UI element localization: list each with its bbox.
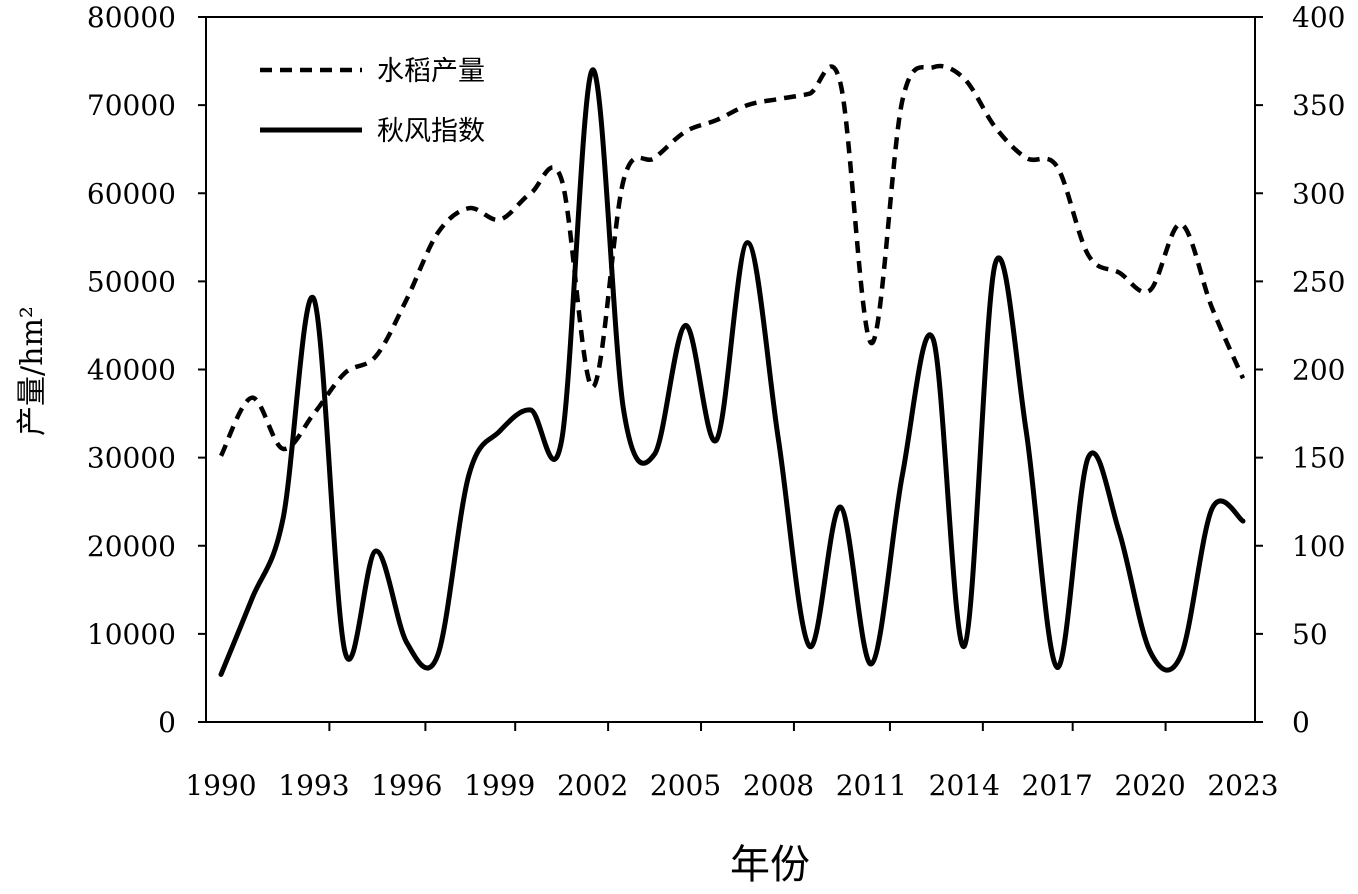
y-axis-left-title: 产量/hm²: [15, 306, 50, 436]
x-tick-label: 2014: [929, 769, 1000, 802]
legend: 水稻产量 秋风指数: [260, 56, 485, 147]
series-line-rice-yield: [218, 63, 1246, 457]
series-line-autumn-wind: [218, 67, 1246, 677]
y-left-tick-label: 60000: [87, 177, 176, 210]
y-right-tick-label: 250: [1292, 265, 1345, 298]
y-right-tick-label: 0: [1292, 706, 1310, 739]
y-left-tick-label: 0: [158, 706, 176, 739]
axes: [198, 16, 1263, 731]
y-right-tick-label: 50: [1292, 618, 1328, 651]
y-right-tick-label: 200: [1292, 354, 1345, 387]
x-tick-label: 2002: [557, 769, 628, 802]
y-right-tick-label: 300: [1292, 177, 1345, 210]
x-axis-title: 年份: [730, 842, 810, 888]
x-tick-label: 2005: [650, 769, 721, 802]
y-right-tick-label: 400: [1292, 1, 1345, 34]
x-tick-label: 2008: [743, 769, 814, 802]
x-tick-label: 2011: [836, 769, 907, 802]
x-tick-label: 1996: [371, 769, 442, 802]
x-tick-label: 1993: [278, 769, 349, 802]
y-left-tick-label: 20000: [87, 530, 176, 563]
y-right-tick-label: 100: [1292, 530, 1345, 563]
x-tick-label: 2023: [1207, 769, 1278, 802]
y-left-tick-label: 70000: [87, 89, 176, 122]
legend-label-rice-yield: 水稻产量: [377, 56, 485, 87]
y-left-tick-label: 40000: [87, 354, 176, 387]
y-right-tick-label: 150: [1292, 442, 1345, 475]
x-tick-label: 2020: [1114, 769, 1185, 802]
legend-label-autumn-wind: 秋风指数: [377, 116, 485, 147]
y-right-tick-label: 350: [1292, 89, 1345, 122]
x-tick-label: 2017: [1022, 769, 1093, 802]
x-tick-label: 1999: [464, 769, 535, 802]
x-tick-label: 1990: [185, 769, 256, 802]
y-left-tick-label: 30000: [87, 442, 176, 475]
tick-labels: 0 10000 20000 30000 40000 50000 60000 70000 8000…: [87, 1, 1346, 802]
y-left-tick-label: 10000: [87, 618, 176, 651]
y-left-tick-label: 50000: [87, 265, 176, 298]
series-lines: [218, 63, 1246, 677]
y-left-tick-label: 80000: [87, 1, 176, 34]
